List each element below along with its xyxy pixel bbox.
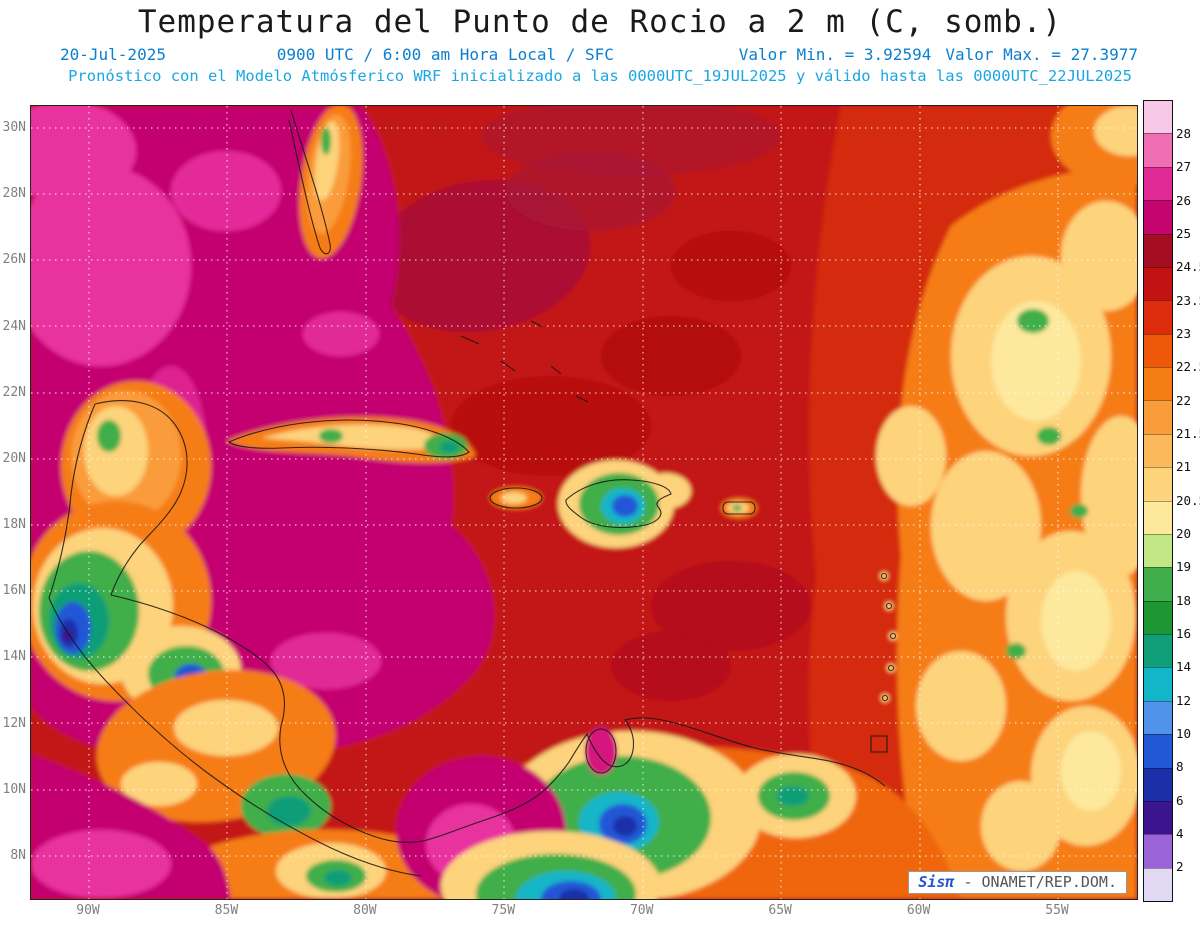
colorbar-segment (1144, 367, 1172, 401)
subtitle-date: 20-Jul-2025 (60, 45, 166, 64)
colorbar-segment (1144, 101, 1172, 134)
lon-label: 55W (1045, 903, 1069, 918)
colorbar-segment (1144, 266, 1172, 301)
lon-label: 80W (353, 903, 377, 918)
colorbar-segment (1144, 867, 1172, 901)
lat-label: 14N (2, 649, 26, 665)
valor-max: Valor Max. = 27.3977 (945, 45, 1138, 64)
colorbar-label: 20.5 (1176, 492, 1200, 508)
colorbar-label: 8 (1176, 759, 1184, 775)
colorbar-label: 27 (1176, 159, 1192, 175)
lat-label: 20N (2, 450, 26, 466)
lat-label: 24N (2, 318, 26, 334)
colorbar-label: 19 (1176, 559, 1192, 575)
colorbar-segment (1144, 500, 1172, 534)
lat-label: 8N (10, 847, 26, 863)
colorbar-label: 14 (1176, 659, 1192, 675)
colorbar-segment (1144, 767, 1172, 801)
colorbar-segment (1144, 600, 1172, 634)
subtitle-time: 0900 UTC / 6:00 am Hora Local / SFC (276, 45, 614, 64)
colorbar-label: 10 (1176, 725, 1192, 741)
colorbar-label: 4 (1176, 825, 1184, 841)
lon-axis: 90W 85W 80W 75W 70W 65W 60W 55W (30, 901, 1136, 923)
colorbar-segment (1144, 133, 1172, 167)
colorbar-segment (1144, 667, 1172, 701)
colorbar-segment (1144, 300, 1172, 334)
colorbar-segment (1144, 233, 1172, 267)
colorbar-label: 16 (1176, 625, 1192, 641)
lon-label: 65W (768, 903, 792, 918)
lat-label: 30N (2, 120, 26, 135)
lon-label: 60W (906, 903, 931, 918)
temperature-field (31, 106, 1137, 899)
colorbar (1143, 100, 1173, 902)
colorbar-segment (1144, 433, 1172, 468)
colorbar-label: 26 (1176, 192, 1192, 208)
colorbar-segment (1144, 567, 1172, 601)
colorbar-segment (1144, 166, 1172, 201)
subtitle-forecast: Pronóstico con el Modelo Atmósferico WRF… (68, 67, 1132, 85)
colorbar-label: 24.5 (1176, 259, 1200, 275)
colorbar-segment (1144, 333, 1172, 367)
colorbar-segment (1144, 533, 1172, 568)
page-title: Temperatura del Punto de Rocio a 2 m (C,… (137, 4, 1063, 40)
colorbar-label: 22.5 (1176, 359, 1200, 375)
watermark-brand: Sisπ (918, 873, 955, 891)
map-frame: Sisπ - ONAMET/REP.DOM. (30, 105, 1138, 900)
colorbar-label: 28 (1176, 125, 1192, 141)
lat-label: 26N (2, 252, 26, 268)
coastlines (48, 109, 897, 877)
valor-min: Valor Min. = 3.92594 (738, 45, 932, 64)
watermark-source: - ONAMET/REP.DOM. (963, 873, 1117, 891)
map-canvas (31, 106, 1137, 899)
subtitle-values: Valor Min. = 3.92594 Valor Max. = 27.3977 (725, 45, 1138, 64)
colorbar-label: 12 (1176, 692, 1192, 708)
colorbar-label: 2 (1176, 859, 1184, 875)
watermark: Sisπ - ONAMET/REP.DOM. (908, 871, 1127, 894)
colorbar-segment (1144, 200, 1172, 234)
colorbar-segment (1144, 400, 1172, 434)
lon-label: 90W (76, 903, 100, 918)
colorbar-segment (1144, 734, 1172, 768)
lat-label: 22N (2, 384, 26, 400)
colorbar-segment (1144, 634, 1172, 668)
lat-label: 18N (2, 517, 26, 533)
colorbar-label: 21.5 (1176, 425, 1200, 441)
grid-lines (31, 106, 1137, 899)
lon-label: 75W (491, 903, 516, 918)
lat-label: 28N (2, 186, 26, 202)
colorbar-label: 21 (1176, 459, 1192, 475)
colorbar-segment (1144, 467, 1172, 501)
colorbar-label: 20 (1176, 525, 1192, 541)
colorbar-segment (1144, 700, 1172, 735)
lat-label: 16N (2, 583, 26, 599)
colorbar-label: 6 (1176, 792, 1184, 808)
colorbar-labels: 2827262524.523.52322.52221.52120.5201918… (1176, 100, 1200, 902)
lat-label: 10N (2, 781, 26, 797)
lon-label: 70W (629, 903, 654, 918)
colorbar-label: 23.5 (1176, 292, 1200, 308)
subtitle-row: 20-Jul-2025 0900 UTC / 6:00 am Hora Loca… (60, 45, 1138, 64)
lat-axis: 30N 28N 26N 24N 22N 20N 18N 16N 14N 12N 10N 8N (0, 105, 28, 900)
colorbar-label: 25 (1176, 225, 1192, 241)
colorbar-label: 23 (1176, 325, 1192, 341)
lon-label: 85W (214, 903, 239, 918)
lat-label: 12N (2, 715, 26, 731)
colorbar-segment (1144, 800, 1172, 835)
colorbar-segment (1144, 834, 1172, 868)
colorbar-label: 18 (1176, 592, 1192, 608)
colorbar-label: 22 (1176, 392, 1192, 408)
